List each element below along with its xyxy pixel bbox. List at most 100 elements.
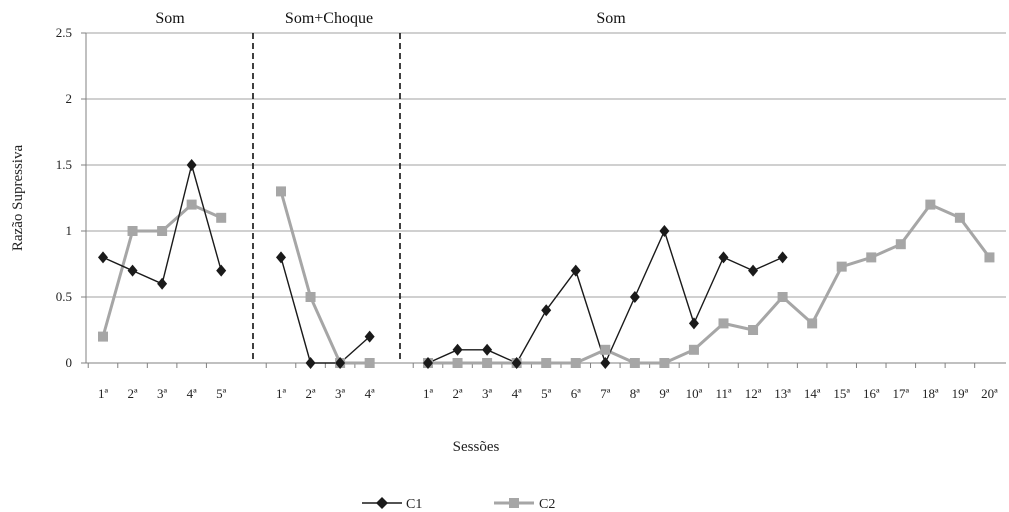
x-tick-label: 3ª [335, 386, 346, 401]
data-point-c2 [836, 261, 847, 272]
series-line-c2 [428, 203, 991, 365]
x-tick-label: 7ª [600, 386, 611, 401]
x-tick-label: 5ª [216, 386, 227, 401]
data-point-c1 [600, 357, 611, 369]
y-tick-label: 2 [66, 91, 73, 106]
y-tick-label: 1.5 [56, 157, 72, 172]
y-tick-label: 1 [66, 223, 73, 238]
data-point-c1 [216, 264, 227, 277]
x-tick-label: 14ª [804, 386, 821, 401]
data-point-c1 [482, 343, 493, 356]
x-tick-label: 11ª [715, 386, 732, 401]
data-point-c2 [305, 292, 316, 302]
phase-dividers [252, 33, 401, 363]
data-point-c1 [186, 159, 197, 171]
data-point-c1 [98, 251, 108, 264]
x-tick-label: 1ª [98, 386, 109, 401]
x-tick-label: 2ª [306, 386, 317, 401]
data-point-c2 [748, 325, 759, 335]
data-point-c1 [688, 317, 699, 330]
data-point-c1 [127, 264, 138, 277]
data-point-c1 [452, 343, 463, 356]
x-tick-label: 17ª [893, 386, 910, 401]
y-tick-label: 0 [66, 355, 73, 370]
tick-labels: 0 0.5 1 1.5 2 2.5 Som Som+Choque Som 1ª 2ª 3ª 4ª 5ª 1ª… [56, 10, 998, 401]
legend-c2-label: C2 [539, 497, 555, 512]
data-point-c2 [984, 252, 995, 263]
data-point-c2 [98, 331, 108, 342]
x-tick-label: 2ª [128, 386, 139, 401]
data-point-c1 [335, 357, 346, 369]
data-point-c2 [482, 358, 493, 368]
data-point-c1 [305, 357, 316, 369]
x-axis-title: Sessões [453, 439, 500, 455]
gridlines [86, 32, 1006, 298]
x-tick-label: 8ª [630, 386, 641, 401]
series-lines [101, 164, 991, 365]
y-tick-label: 2.5 [56, 25, 72, 40]
data-point-c2 [157, 226, 168, 236]
phase-label: Som [596, 10, 626, 27]
data-point-c1 [511, 357, 522, 369]
data-point-c2 [807, 318, 818, 329]
data-point-c2 [186, 199, 197, 210]
data-point-c2 [629, 358, 640, 368]
data-point-c2 [777, 292, 788, 302]
data-point-c2 [925, 199, 936, 210]
data-point-c2 [216, 212, 227, 223]
x-tick-label: 1ª [423, 386, 434, 401]
x-tick-label: 20ª [981, 386, 998, 401]
x-tick-label: 15ª [833, 386, 850, 401]
data-point-c2 [600, 344, 611, 355]
x-tick-label: 3ª [482, 386, 493, 401]
data-point-c2 [541, 358, 552, 368]
data-point-c2 [954, 212, 965, 223]
axes [81, 32, 1006, 368]
x-tick-label: 12ª [745, 386, 762, 401]
phase-label: Som+Choque [285, 10, 373, 27]
x-tick-label: 1ª [276, 386, 287, 401]
series-markers [98, 159, 995, 369]
data-point-c1 [276, 251, 286, 264]
data-point-c2 [895, 239, 906, 250]
y-tick-label: 0.5 [56, 289, 72, 304]
legend-c2-marker [509, 498, 519, 508]
x-tick-label: 4ª [365, 386, 376, 401]
legend-c1-marker [376, 497, 388, 509]
data-point-c1 [364, 330, 375, 343]
data-point-c2 [659, 358, 670, 368]
y-axis-title: Razão Supressiva [10, 145, 26, 252]
x-tick-label: 10ª [686, 386, 703, 401]
data-point-c1 [777, 251, 788, 264]
legend-c1-label: C1 [406, 497, 422, 512]
x-tick-label: 16ª [863, 386, 880, 401]
x-tick-label: 18ª [922, 386, 939, 401]
phase-label: Som [155, 10, 185, 27]
data-point-c1 [629, 291, 640, 303]
data-point-c2 [866, 252, 877, 263]
data-point-c1 [659, 225, 670, 237]
data-point-c2 [688, 344, 699, 355]
data-point-c2 [570, 358, 581, 368]
x-tick-label: 3ª [157, 386, 168, 401]
data-point-c2 [127, 226, 138, 236]
data-point-c2 [364, 358, 375, 368]
x-tick-label: 2ª [453, 386, 464, 401]
x-tick-label: 19ª [952, 386, 969, 401]
data-point-c1 [423, 357, 433, 369]
data-point-c1 [570, 264, 581, 277]
data-point-c2 [276, 186, 286, 197]
legend: C1 C2 [362, 497, 555, 512]
data-point-c2 [718, 318, 729, 329]
data-point-c2 [452, 358, 463, 368]
data-point-c1 [541, 304, 552, 317]
series-line-c2 [279, 190, 370, 365]
data-point-c1 [157, 277, 168, 290]
x-tick-label: 13ª [774, 386, 791, 401]
x-tick-label: 4ª [512, 386, 523, 401]
data-point-c1 [718, 251, 729, 264]
series-line-c2 [101, 203, 222, 338]
x-tick-label: 4ª [187, 386, 198, 401]
